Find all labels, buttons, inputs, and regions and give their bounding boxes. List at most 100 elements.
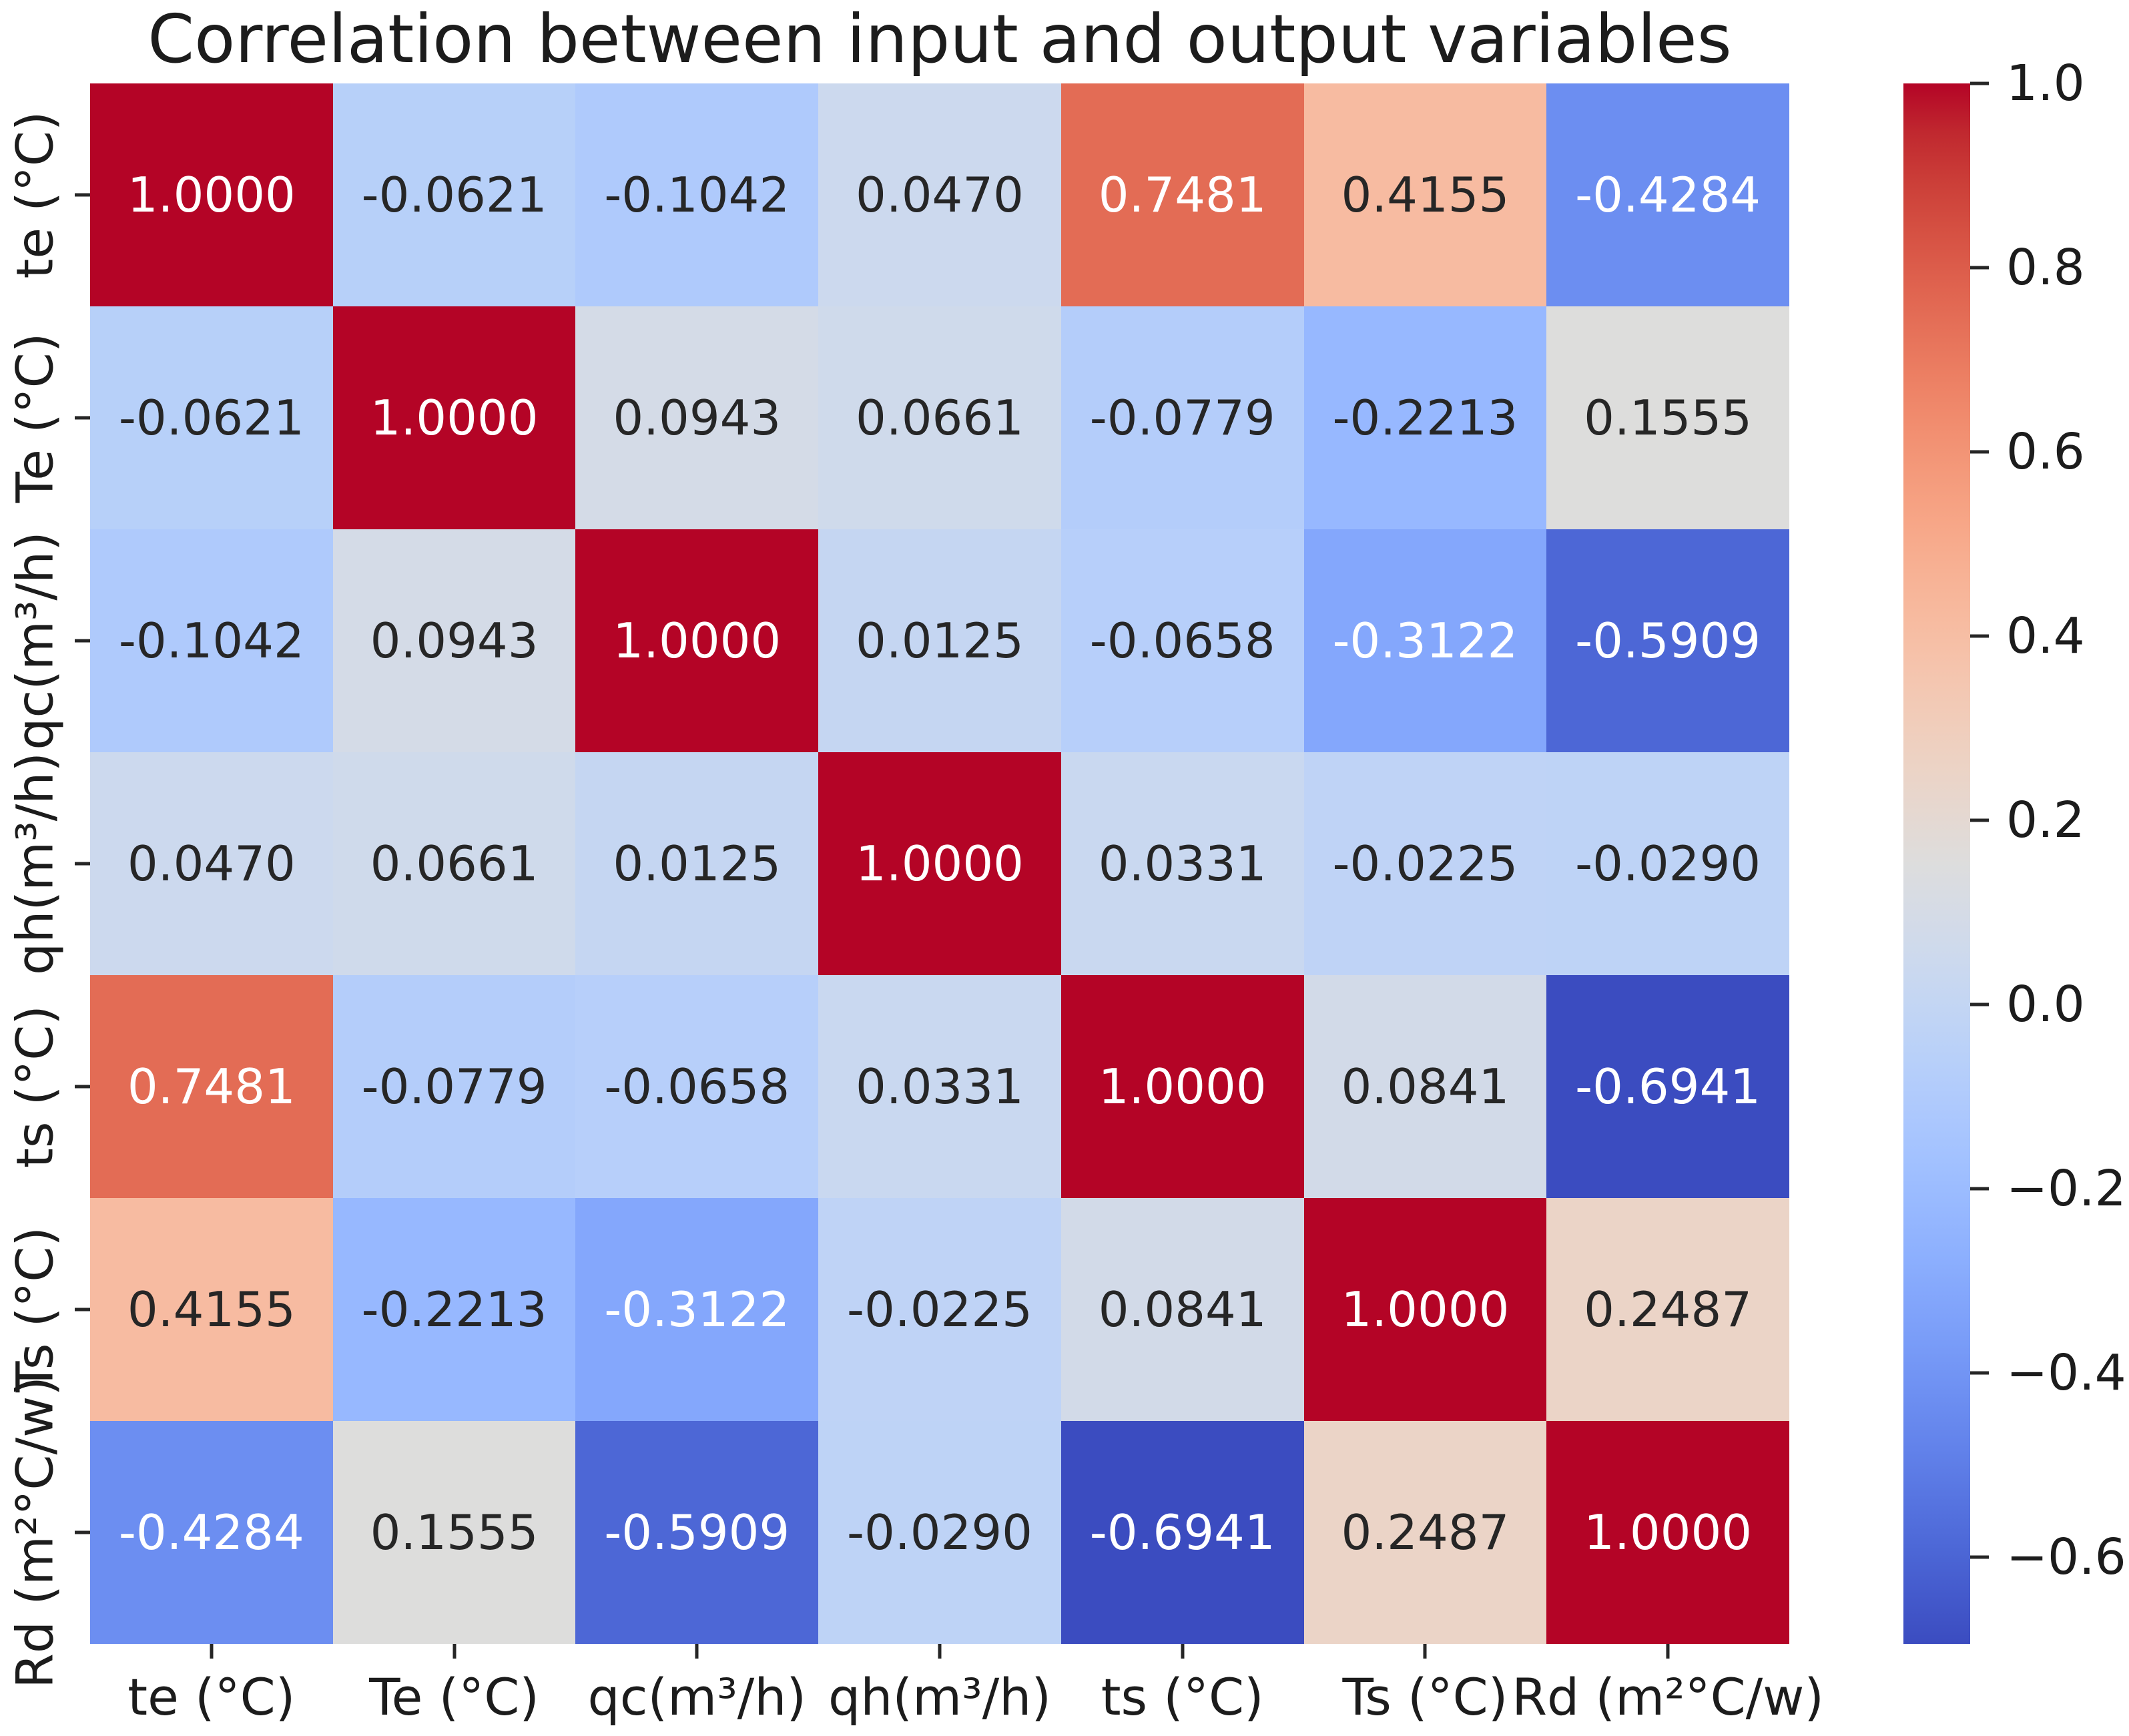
chart-title: Correlation between input and output var…: [147, 0, 1732, 78]
cell-value: -0.3122: [1332, 613, 1518, 669]
heatmap-cell-r5c3: -0.0225: [818, 1198, 1061, 1421]
cell-value: -0.2213: [361, 1281, 547, 1338]
cell-value: -0.0779: [1089, 390, 1275, 446]
heatmap-cell-r1c6: 0.1555: [1546, 306, 1789, 529]
heatmap-cell-r1c3: 0.0661: [818, 306, 1061, 529]
colorbar-tick-mark: [1970, 634, 1989, 638]
x-axis-label-3: qh(m³/h): [828, 1667, 1051, 1727]
colorbar-tick-mark: [1970, 1555, 1989, 1559]
heatmap-cell-r0c1: -0.0621: [332, 83, 576, 306]
y-axis-label-2: qc(m³/h): [5, 531, 65, 750]
heatmap-cell-r4c0: 0.7481: [90, 975, 333, 1198]
heatmap-cell-r1c1: 1.0000: [332, 306, 576, 529]
cell-value: -0.5909: [604, 1504, 790, 1560]
heatmap-cell-r2c0: -0.1042: [90, 529, 333, 752]
cell-value: -0.1042: [604, 167, 790, 223]
cell-value: 0.0943: [613, 390, 782, 446]
y-tick-mark: [75, 193, 90, 197]
heatmap-cell-r6c2: -0.5909: [575, 1421, 819, 1644]
colorbar-tick-mark: [1970, 1371, 1989, 1375]
colorbar-tick-label: −0.2: [2006, 1160, 2126, 1218]
cell-value: 0.0661: [370, 836, 539, 892]
x-axis-label-2: qc(m³/h): [587, 1667, 807, 1727]
heatmap-cell-r6c1: 0.1555: [332, 1421, 576, 1644]
y-tick-mark: [75, 639, 90, 643]
cell-value: 0.0943: [370, 613, 539, 669]
heatmap-cell-r4c6: -0.6941: [1546, 975, 1789, 1198]
colorbar-tick-label: 0.0: [2006, 976, 2085, 1034]
x-axis-label-4: ts (°C): [1101, 1667, 1264, 1727]
x-tick-mark: [938, 1644, 942, 1659]
heatmap-cell-r5c0: 0.4155: [90, 1198, 333, 1421]
heatmap-cell-r0c4: 0.7481: [1060, 83, 1304, 306]
cell-value: 1.0000: [1584, 1504, 1753, 1560]
heatmap-cell-r6c5: 0.2487: [1303, 1421, 1547, 1644]
heatmap-cell-r2c5: -0.3122: [1303, 529, 1547, 752]
colorbar-tick-mark: [1970, 1187, 1989, 1191]
heatmap-cell-r6c0: -0.4284: [90, 1421, 333, 1644]
cell-value: 1.0000: [1341, 1281, 1510, 1338]
heatmap-cell-r5c6: 0.2487: [1546, 1198, 1789, 1421]
cell-value: 0.0125: [856, 613, 1024, 669]
y-axis-label-5: Ts (°C): [5, 1227, 65, 1392]
heatmap-cell-r2c2: 1.0000: [575, 529, 819, 752]
heatmap-cell-r1c4: -0.0779: [1060, 306, 1304, 529]
heatmap-cell-r3c4: 0.0331: [1060, 752, 1304, 975]
cell-value: -0.0621: [118, 390, 304, 446]
x-axis-label-1: Te (°C): [369, 1667, 539, 1727]
colorbar-tick-mark: [1970, 818, 1989, 822]
heatmap-cell-r6c3: -0.0290: [818, 1421, 1061, 1644]
x-axis-label-6: Rd (m²°C/w): [1512, 1667, 1825, 1727]
heatmap-cell-r0c2: -0.1042: [575, 83, 819, 306]
heatmap-cell-r2c1: 0.0943: [332, 529, 576, 752]
heatmap-cell-r3c2: 0.0125: [575, 752, 819, 975]
heatmap-cell-r3c3: 1.0000: [818, 752, 1061, 975]
cell-value: -0.0225: [847, 1281, 1032, 1338]
heatmap-cell-r5c2: -0.3122: [575, 1198, 819, 1421]
cell-value: 0.4155: [1341, 167, 1510, 223]
heatmap-cell-r3c1: 0.0661: [332, 752, 576, 975]
colorbar-tick-mark: [1970, 1002, 1989, 1006]
cell-value: -0.0621: [361, 167, 547, 223]
heatmap-cell-r3c0: 0.0470: [90, 752, 333, 975]
cell-value: -0.0225: [1332, 836, 1518, 892]
heatmap-cell-r5c1: -0.2213: [332, 1198, 576, 1421]
heatmap-cell-r2c6: -0.5909: [1546, 529, 1789, 752]
colorbar-tick-label: 0.2: [2006, 792, 2085, 850]
heatmap-cell-r2c4: -0.0658: [1060, 529, 1304, 752]
cell-value: -0.6941: [1089, 1504, 1275, 1560]
colorbar: [1903, 83, 1970, 1644]
colorbar-tick-label: −0.6: [2006, 1528, 2126, 1586]
cell-value: 0.0841: [1098, 1281, 1267, 1338]
heatmap-cell-r0c0: 1.0000: [90, 83, 333, 306]
colorbar-tick-mark: [1970, 266, 1989, 270]
cell-value: -0.0290: [1575, 836, 1761, 892]
x-tick-mark: [1666, 1644, 1670, 1659]
cell-value: -0.0658: [604, 1059, 790, 1115]
heatmap-cell-r4c1: -0.0779: [332, 975, 576, 1198]
colorbar-tick-label: 0.8: [2006, 239, 2085, 297]
colorbar-tick-label: 0.4: [2006, 607, 2085, 665]
cell-value: -0.4284: [1575, 167, 1761, 223]
cell-value: 0.7481: [127, 1059, 296, 1115]
y-axis-label-1: Te (°C): [5, 332, 65, 503]
x-axis-label-0: te (°C): [127, 1667, 296, 1727]
heatmap-cell-r4c2: -0.0658: [575, 975, 819, 1198]
y-tick-mark: [75, 1308, 90, 1312]
y-axis-label-0: te (°C): [5, 111, 65, 279]
cell-value: 0.7481: [1098, 167, 1267, 223]
cell-value: 0.0841: [1341, 1059, 1510, 1115]
colorbar-tick-label: 0.6: [2006, 423, 2085, 481]
cell-value: -0.3122: [604, 1281, 790, 1338]
cell-value: 0.1555: [1584, 390, 1753, 446]
y-tick-mark: [75, 1085, 90, 1089]
cell-value: -0.5909: [1575, 613, 1761, 669]
heatmap-cell-r5c5: 1.0000: [1303, 1198, 1547, 1421]
x-tick-mark: [210, 1644, 214, 1659]
heatmap-cell-r6c4: -0.6941: [1060, 1421, 1304, 1644]
colorbar-tick-label: −0.4: [2006, 1344, 2126, 1402]
cell-value: -0.1042: [118, 613, 304, 669]
y-tick-mark: [75, 416, 90, 420]
heatmap-cell-r5c4: 0.0841: [1060, 1198, 1304, 1421]
